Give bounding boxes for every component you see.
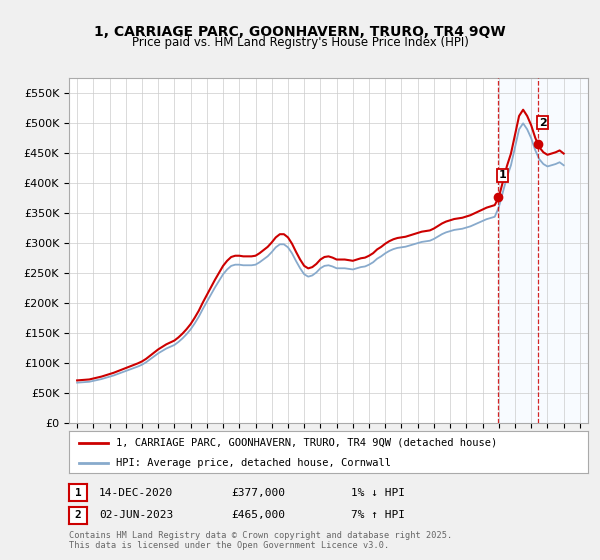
Bar	[498, 78, 588, 423]
Text: 1% ↓ HPI: 1% ↓ HPI	[351, 488, 405, 498]
Text: 14-DEC-2020: 14-DEC-2020	[99, 488, 173, 498]
Text: HPI: Average price, detached house, Cornwall: HPI: Average price, detached house, Corn…	[116, 458, 391, 468]
Text: 1, CARRIAGE PARC, GOONHAVERN, TRURO, TR4 9QW (detached house): 1, CARRIAGE PARC, GOONHAVERN, TRURO, TR4…	[116, 438, 497, 448]
Text: 7% ↑ HPI: 7% ↑ HPI	[351, 510, 405, 520]
Text: 1, CARRIAGE PARC, GOONHAVERN, TRURO, TR4 9QW: 1, CARRIAGE PARC, GOONHAVERN, TRURO, TR4…	[94, 26, 506, 39]
Text: 1: 1	[499, 170, 507, 180]
Text: £377,000: £377,000	[231, 488, 285, 498]
Text: 2: 2	[539, 118, 547, 128]
Text: 1: 1	[74, 488, 82, 498]
Text: 02-JUN-2023: 02-JUN-2023	[99, 510, 173, 520]
Text: £465,000: £465,000	[231, 510, 285, 520]
Text: Price paid vs. HM Land Registry's House Price Index (HPI): Price paid vs. HM Land Registry's House …	[131, 36, 469, 49]
Text: Contains HM Land Registry data © Crown copyright and database right 2025.
This d: Contains HM Land Registry data © Crown c…	[69, 530, 452, 550]
Text: 2: 2	[74, 510, 82, 520]
